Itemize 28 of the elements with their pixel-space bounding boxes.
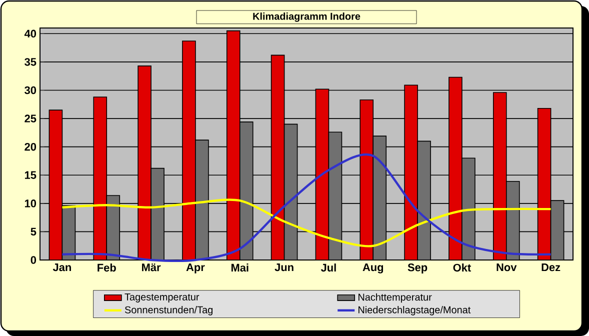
- line-series: [61, 154, 552, 262]
- x-tick-label: Sep: [408, 264, 428, 274]
- x-tick-label: Nov: [496, 264, 517, 272]
- y-tick-label: 30: [24, 86, 36, 94]
- y-tick-label: 5: [30, 228, 36, 236]
- y-tick-label: 35: [24, 58, 36, 66]
- y-tick-label: 15: [24, 171, 36, 179]
- y-tick-label: 0: [30, 256, 36, 264]
- x-tick-label: Aug: [362, 264, 384, 274]
- x-tick-label: Jul: [320, 264, 336, 272]
- x-tick-label: Jan: [52, 264, 71, 272]
- x-tick-label: Dez: [542, 264, 560, 272]
- x-tick-label: Feb: [98, 264, 116, 272]
- x-tick-label: Jun: [274, 264, 294, 272]
- y-tick-label: 10: [24, 200, 36, 208]
- chart-title: Klimadiagramm Indore: [253, 12, 360, 22]
- legend-label: Niederschlagstage/Monat: [358, 306, 471, 316]
- x-tick-label: Mär: [142, 264, 161, 272]
- y-tick-label: 25: [24, 114, 36, 122]
- legend-label: Nachttemperatur: [358, 293, 432, 303]
- legend-label: Tagestemperatur: [124, 294, 200, 302]
- legend-label: Sonnenstunden/Tag: [124, 306, 213, 316]
- x-tick-label: Mai: [231, 264, 248, 272]
- y-tick-label: 40: [24, 30, 36, 38]
- line-series: [61, 198, 552, 248]
- x-tick-label: Apr: [186, 264, 205, 274]
- x-tick-label: Okt: [453, 264, 471, 272]
- y-tick-label: 20: [24, 142, 36, 151]
